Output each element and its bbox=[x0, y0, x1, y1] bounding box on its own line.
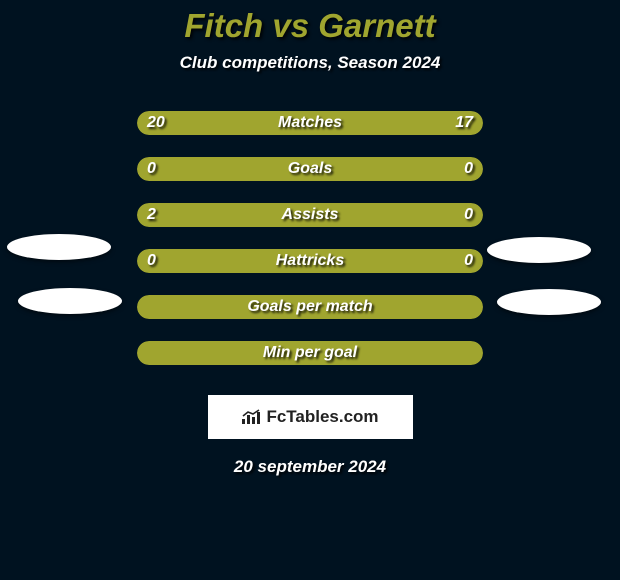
stat-bar: 00Hattricks bbox=[137, 249, 483, 273]
bar-fill-left bbox=[137, 249, 310, 273]
bar-fill-right bbox=[310, 157, 483, 181]
bar-fill-left bbox=[137, 111, 310, 135]
stat-bar: 00Goals bbox=[137, 157, 483, 181]
stat-bar: Min per goal bbox=[137, 341, 483, 365]
stat-bar: 20Assists bbox=[137, 203, 483, 227]
bar-fill-left bbox=[137, 157, 310, 181]
page-subtitle: Club competitions, Season 2024 bbox=[0, 53, 620, 73]
stat-bar: Goals per match bbox=[137, 295, 483, 319]
bar-fill-right bbox=[310, 249, 483, 273]
player-ellipse-right-1 bbox=[497, 289, 601, 315]
player-ellipse-right-0 bbox=[487, 237, 591, 263]
source-badge: FcTables.com bbox=[208, 395, 413, 439]
footer-date: 20 september 2024 bbox=[0, 457, 620, 477]
bar-fill-left bbox=[137, 203, 403, 227]
bar-fill-right bbox=[310, 111, 483, 135]
stat-bar: 2017Matches bbox=[137, 111, 483, 135]
page-title: Fitch vs Garnett bbox=[0, 7, 620, 45]
chart-icon bbox=[241, 409, 263, 425]
bar-fill-right bbox=[403, 203, 483, 227]
chart-area: 2017Matches 00Goals 20Assists 00Hattricks Go… bbox=[0, 111, 620, 365]
player-ellipse-left-1 bbox=[18, 288, 122, 314]
bar-fill bbox=[137, 341, 483, 365]
stat-bars: 2017Matches 00Goals 20Assists 00Hattricks Go… bbox=[137, 111, 483, 365]
player-ellipse-left-0 bbox=[7, 234, 111, 260]
source-badge-text: FcTables.com bbox=[266, 407, 378, 427]
bar-fill bbox=[137, 295, 483, 319]
